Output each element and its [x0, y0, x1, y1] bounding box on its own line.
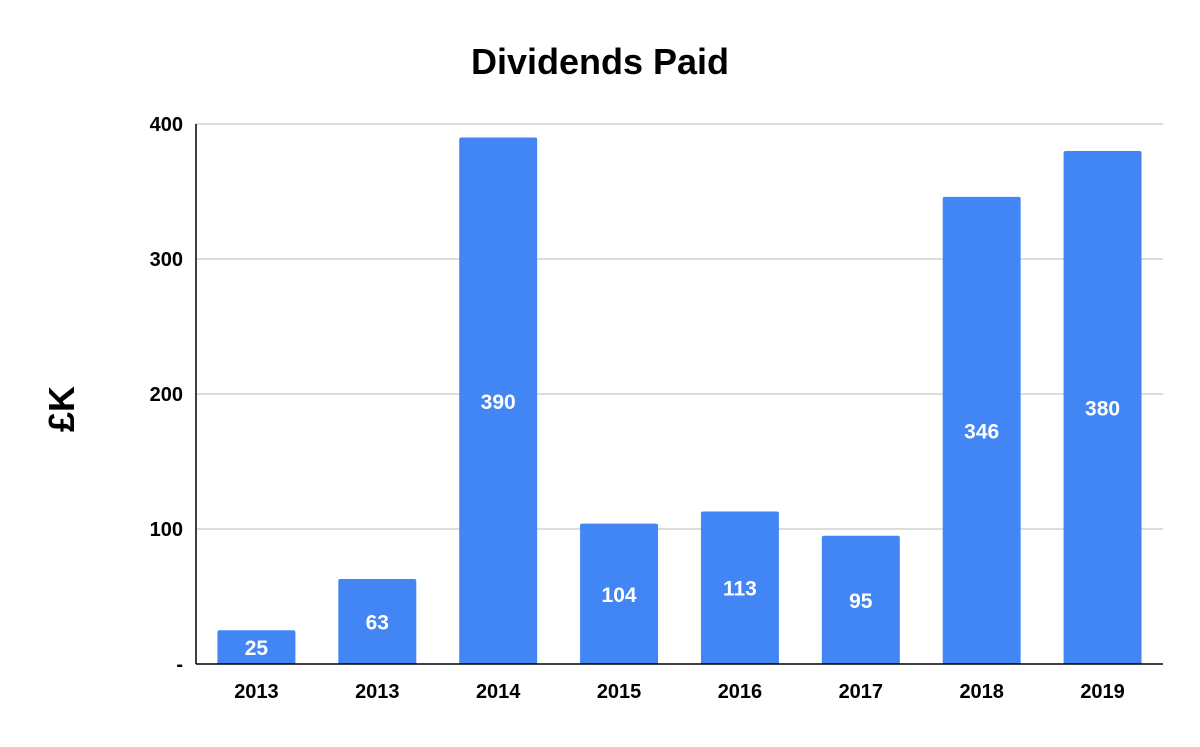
data-label: 390: [481, 391, 516, 414]
data-labels: 25 63 390 104 113 95 346 380: [245, 391, 1120, 660]
bar: [459, 137, 538, 664]
data-label: 346: [964, 420, 999, 443]
x-tick-label: 2015: [597, 681, 642, 703]
x-tick-label: 2019: [1080, 681, 1125, 703]
y-tick-label: 300: [150, 249, 183, 271]
x-tick-label: 2013: [234, 681, 279, 703]
y-tick-label: 100: [150, 519, 183, 541]
bars: [217, 137, 1142, 664]
x-tick-label: 2016: [718, 681, 763, 703]
data-label: 25: [245, 637, 269, 660]
y-tick-label: 200: [150, 384, 183, 406]
bar: [338, 578, 417, 664]
chart-title: Dividends Paid: [471, 41, 729, 82]
bar: [821, 535, 900, 664]
bar: [580, 523, 659, 664]
bar: [1063, 151, 1142, 664]
y-axis-label: £K: [41, 386, 82, 432]
data-label: 63: [366, 611, 389, 634]
bar: [942, 196, 1021, 664]
x-tick-label: 2013: [355, 681, 400, 703]
x-tick-label: 2018: [959, 681, 1004, 703]
x-tick-label: 2014: [476, 681, 521, 703]
bar: [700, 511, 779, 664]
y-tick-label: -: [176, 654, 183, 676]
data-label: 380: [1085, 398, 1120, 421]
y-axis-ticks: - 100 200 300 400: [150, 114, 183, 676]
y-tick-label: 400: [150, 114, 183, 136]
x-tick-label: 2017: [839, 681, 884, 703]
data-label: 113: [723, 578, 757, 601]
bar: [217, 630, 296, 664]
data-label: 104: [602, 584, 637, 607]
x-axis-ticks: 2013 2013 2014 2015 2016 2017 2018 2019: [234, 681, 1125, 703]
data-label: 95: [849, 590, 873, 613]
axes: [195, 124, 1163, 665]
